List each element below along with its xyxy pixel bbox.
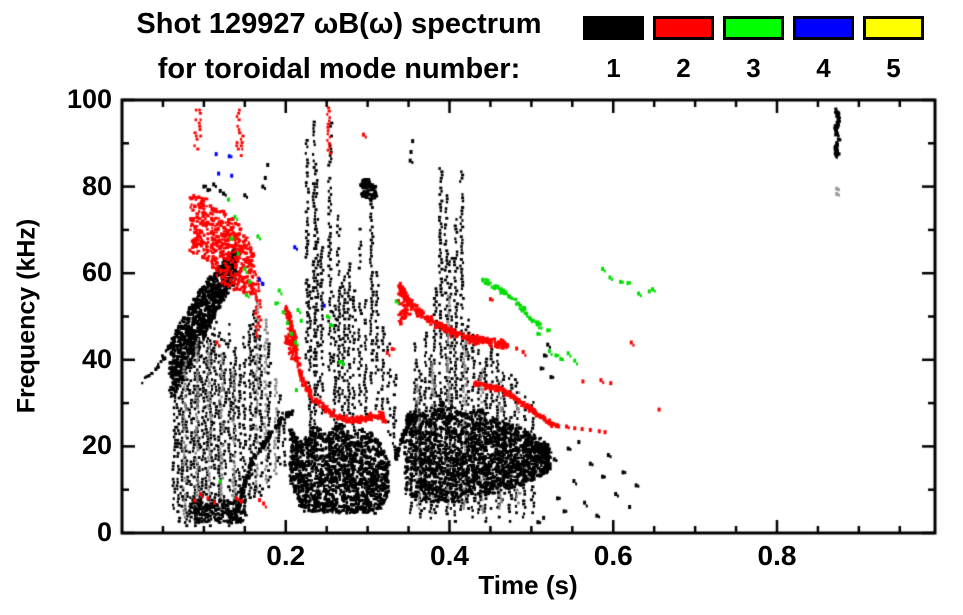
x-axis-title: Time (s): [478, 570, 578, 600]
x-tick-label-0.6: 0.6: [593, 540, 633, 571]
legend-label-mode-5: 5: [886, 53, 901, 83]
legend-item-mode-5: 5: [863, 16, 924, 84]
legend-swatch-mode-1: [583, 16, 644, 40]
legend-label-mode-4: 4: [816, 53, 831, 83]
legend-label-mode-3: 3: [746, 53, 761, 83]
legend-item-mode-1: 1: [583, 16, 644, 84]
mode-number-legend: 1 2 3 4 5: [583, 16, 924, 84]
y-tick-label-40: 40: [81, 343, 112, 374]
y-tick-label-60: 60: [81, 257, 112, 288]
legend-swatch-mode-4: [793, 16, 854, 40]
y-tick-label-100: 100: [66, 84, 112, 114]
legend-swatch-mode-3: [723, 16, 784, 40]
x-tick-label-0.8: 0.8: [757, 540, 797, 571]
chart-subtitle: for toroidal mode number:: [157, 52, 521, 85]
x-tick-label-0.4: 0.4: [430, 540, 469, 571]
legend-item-mode-3: 3: [723, 16, 784, 84]
legend-item-mode-4: 4: [793, 16, 854, 84]
y-tick-label-20: 20: [81, 430, 112, 461]
y-tick-label-0: 0: [96, 517, 112, 547]
legend-swatch-mode-5: [863, 16, 924, 40]
legend-label-mode-1: 1: [606, 53, 621, 83]
legend-swatch-mode-2: [653, 16, 714, 40]
legend-item-mode-2: 2: [653, 16, 714, 84]
y-axis-title: Frequency (kHz): [12, 218, 41, 414]
x-tick-label-0.2: 0.2: [266, 540, 306, 571]
title-block: Shot 129927 ωB(ω) spectrum for toroidal …: [89, 2, 589, 92]
chart-title: Shot 129927 ωB(ω) spectrum: [136, 8, 542, 40]
y-tick-label-80: 80: [81, 170, 112, 201]
legend-label-mode-2: 2: [676, 53, 691, 83]
